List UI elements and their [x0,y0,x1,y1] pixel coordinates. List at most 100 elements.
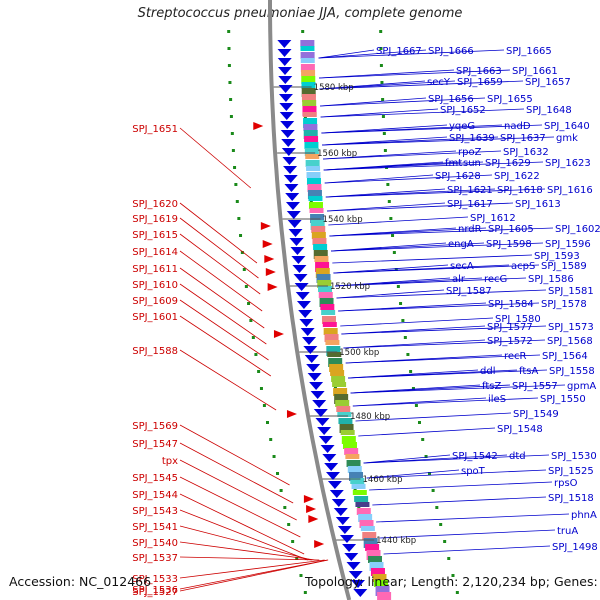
forward-gene-arrow [265,268,276,276]
right-gene-label: SPJ_1617 [447,199,493,210]
track-dot [389,217,393,220]
left-gene-label: SPJ_1533 [132,574,178,585]
right-gene-label: rpoZ [458,147,482,158]
content-block [328,358,343,367]
content-block [308,196,323,201]
content-block [305,154,320,159]
right-leader-line [320,97,427,107]
reverse-gene-arrow [329,490,344,498]
right-gene-label: SPJ_1622 [494,171,540,182]
track-dot [309,200,313,203]
reverse-gene-arrow [296,301,311,309]
track-dot [272,455,276,458]
right-leader-line [321,124,448,134]
content-block [315,262,330,272]
track-dot [379,30,383,33]
content-block [314,256,329,262]
track-dot [443,540,447,543]
track-dot [301,30,305,33]
right-leader-line [325,188,546,198]
left-leader-line [179,299,269,361]
content-block [344,448,359,455]
content-block [317,286,332,292]
right-gene-label: secY [427,77,451,88]
forward-gene-arrow [262,240,273,248]
right-leader-line [366,469,460,479]
content-block [337,412,352,417]
track-dot [417,421,421,424]
left-leader-line [179,559,329,592]
reverse-gene-arrow [337,526,352,534]
right-gene-label: SPJ_1564 [542,351,588,362]
right-leader-line [329,227,554,237]
right-leader-line [369,481,553,491]
right-gene-label: secA [450,261,474,272]
right-leader-line [322,150,502,160]
content-block [330,370,345,376]
right-leader-line [322,136,555,146]
topology-text: Topology: linear; Length: 2,120,234 bp; … [305,574,600,589]
reverse-gene-arrow [304,355,319,363]
reverse-gene-arrow [284,184,299,192]
content-block [306,166,321,171]
right-gene-label: SPJ_1525 [548,466,594,477]
reverse-gene-arrow [279,112,294,120]
right-leader-line [333,264,449,274]
content-block [302,106,317,116]
left-leader-line [179,459,297,521]
content-block [310,220,325,230]
left-gene-label: SPJ_1601 [132,312,178,323]
left-gene-label: SPJ_1588 [132,346,178,357]
reverse-gene-arrow [287,220,302,228]
track-dot [240,251,244,254]
right-gene-label: SPJ_1602 [555,224,600,235]
content-block [336,406,351,412]
right-gene-label: recR [504,351,527,362]
left-leader-line [179,217,259,279]
right-gene-label: SPJ_1637 [500,133,546,144]
right-gene-label: yqeG [449,121,475,132]
reverse-gene-arrow [339,535,354,543]
track-dot [227,30,231,33]
reverse-gene-arrow [282,157,297,165]
reverse-gene-arrow [285,193,300,201]
reverse-gene-arrow [283,175,298,183]
content-block [358,514,373,522]
forward-gene-arrow [267,283,278,291]
right-gene-label: spoT [461,466,486,477]
content-block [359,520,374,528]
reverse-gene-arrow [278,94,293,102]
left-leader-line [179,315,272,377]
scale-label: 1560 kbp [317,149,357,159]
track-dot [424,455,428,458]
reverse-gene-arrow [322,454,337,462]
content-block [318,292,333,298]
content-block [300,52,315,59]
sequence-backbone [268,0,352,600]
right-leader-line [318,49,505,59]
track-dot [262,404,266,407]
right-gene-label: SPJ_1577 [487,322,533,333]
content-block [323,328,338,335]
reverse-gene-arrow [333,508,348,516]
right-gene-label: ftsZ [482,381,501,392]
content-block [339,424,354,433]
right-leader-line [319,80,456,90]
reverse-gene-arrow [278,76,293,84]
content-block [322,322,337,327]
reverse-gene-arrow [327,481,342,489]
content-block [345,454,360,459]
right-gene-label: ileS [488,394,506,405]
right-leader-line [355,412,512,422]
right-gene-label: SPJ_1667 [376,46,422,57]
right-leader-line [338,302,540,312]
content-block [303,118,318,128]
track-dot [381,115,385,118]
left-gene-label: SPJ_1544 [132,490,178,501]
track-dot [231,149,235,152]
track-dot [228,81,232,84]
content-block [347,466,362,473]
content-block [300,46,315,51]
track-dot [383,149,387,152]
